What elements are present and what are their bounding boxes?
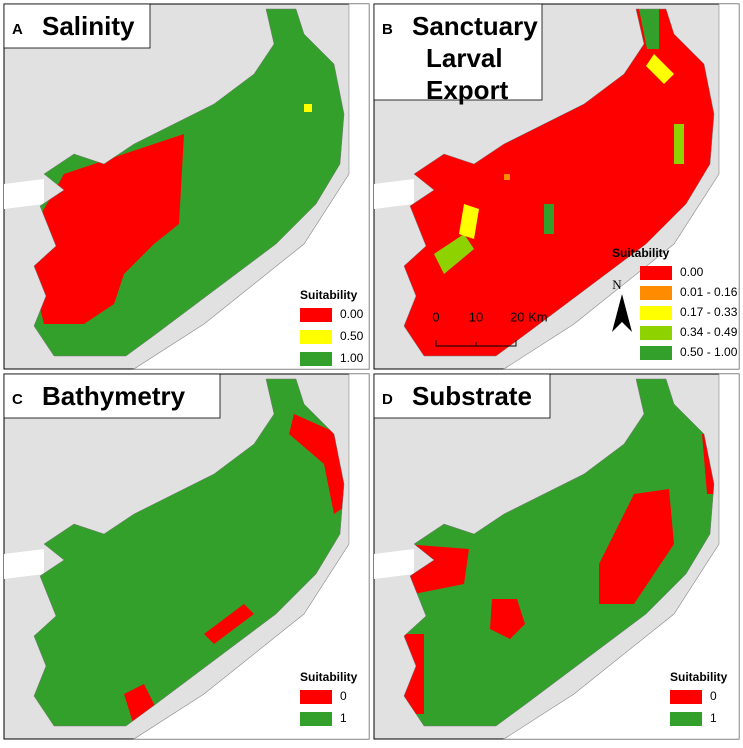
- ocean: [502, 373, 740, 740]
- map-panel: A Salinity Suitability 0.00 0.50 1.00: [3, 3, 370, 370]
- legend-swatch: [640, 306, 672, 320]
- north-label: N: [612, 277, 622, 292]
- suitability-area: [204, 604, 254, 644]
- title-box: [373, 373, 551, 419]
- suitability-area: [490, 599, 525, 639]
- panel-title: Sanctuary: [412, 11, 538, 41]
- legend-swatch: [670, 712, 702, 726]
- map-panel: D Substrate Suitability 0 1: [373, 373, 740, 740]
- legend-label: 0.00: [340, 307, 364, 321]
- panel-letter: A: [12, 21, 23, 38]
- suitability-area: [599, 489, 674, 604]
- suitability-area: [674, 124, 684, 164]
- western-water: [374, 179, 414, 209]
- legend-label: 0.00: [680, 265, 704, 279]
- legend-swatch: [300, 712, 332, 726]
- north-arrow: [612, 294, 632, 332]
- panel-letter: C: [12, 391, 23, 408]
- legend-title: Suitability: [612, 246, 670, 260]
- legend-label: 0.50 - 1.00: [680, 345, 738, 359]
- legend-label: 0.01 - 0.16: [680, 285, 738, 299]
- suitability-area: [459, 204, 479, 239]
- panel-title: Salinity: [42, 11, 135, 41]
- ocean: [502, 3, 740, 370]
- legend-label: 0: [340, 689, 347, 703]
- suitability-area: [504, 174, 510, 180]
- legend-label: 1: [340, 711, 347, 725]
- ocean: [132, 373, 370, 740]
- map-panel: C Bathymetry Suitability 0 1: [3, 373, 370, 740]
- suitability-area: [544, 204, 554, 234]
- legend-label: 0.34 - 0.49: [680, 325, 738, 339]
- ocean: [132, 3, 370, 370]
- legend-label: 0: [710, 689, 717, 703]
- legend-title: Suitability: [300, 288, 358, 302]
- legend-label: 0.17 - 0.33: [680, 305, 738, 319]
- panel-letter: B: [382, 21, 393, 38]
- scale-label: 0: [432, 309, 439, 324]
- legend-swatch: [640, 266, 672, 280]
- scale-label: 10: [469, 309, 483, 324]
- scale-label: 20 Km: [510, 309, 548, 324]
- suitability-area: [639, 9, 659, 49]
- legend-label: 1: [710, 711, 717, 725]
- legend-swatch: [640, 286, 672, 300]
- suitability-area: [304, 104, 312, 112]
- title-box: [3, 373, 221, 419]
- title-box: [373, 3, 543, 101]
- panel-title: Export: [426, 75, 509, 105]
- western-water: [374, 549, 414, 579]
- suitability-area: [289, 414, 344, 514]
- suitability-area: [434, 234, 474, 274]
- panel-title: Substrate: [412, 381, 532, 411]
- legend-title: Suitability: [670, 670, 728, 684]
- suitability-area: [34, 134, 184, 324]
- legend-label: 1.00: [340, 351, 364, 365]
- legend-swatch: [300, 690, 332, 704]
- legend-swatch: [640, 326, 672, 340]
- legend-swatch: [640, 346, 672, 360]
- legend-label: 0.50: [340, 329, 364, 343]
- legend-swatch: [300, 330, 332, 344]
- legend-swatch: [300, 308, 332, 322]
- western-water: [4, 549, 44, 579]
- legend-swatch: [300, 352, 332, 366]
- title-box: [3, 3, 151, 49]
- suitability-area: [646, 54, 674, 84]
- scale-bar: [435, 340, 517, 347]
- panel-letter: D: [382, 391, 393, 408]
- panel-title: Bathymetry: [42, 381, 186, 411]
- legend-title: Suitability: [300, 670, 358, 684]
- legend-swatch: [670, 690, 702, 704]
- western-water: [4, 179, 44, 209]
- panel-title: Larval: [426, 43, 503, 73]
